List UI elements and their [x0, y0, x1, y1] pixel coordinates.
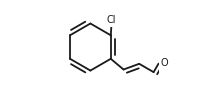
Text: O: O — [161, 58, 169, 68]
Text: Cl: Cl — [106, 15, 116, 25]
